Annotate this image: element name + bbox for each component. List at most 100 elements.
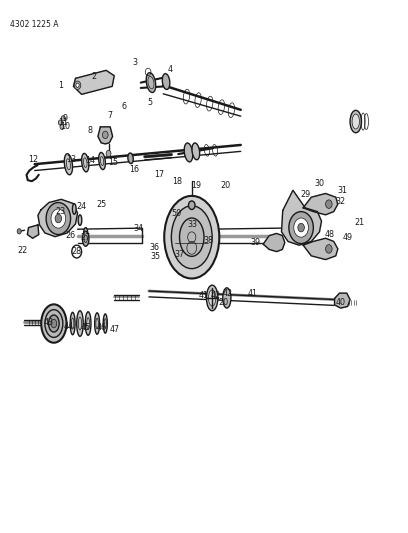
Text: 12: 12 <box>29 156 38 164</box>
Text: 36: 36 <box>149 244 159 252</box>
Ellipse shape <box>171 206 212 269</box>
Ellipse shape <box>208 290 216 306</box>
Ellipse shape <box>192 143 200 160</box>
Ellipse shape <box>77 311 83 336</box>
Text: 17: 17 <box>154 171 164 179</box>
Ellipse shape <box>85 312 91 335</box>
Text: 30: 30 <box>314 180 324 188</box>
Ellipse shape <box>184 143 193 162</box>
Circle shape <box>74 81 81 90</box>
Circle shape <box>17 229 21 234</box>
Circle shape <box>106 150 111 157</box>
Circle shape <box>58 120 62 125</box>
Text: 21: 21 <box>354 219 364 227</box>
Text: 20: 20 <box>219 298 228 307</box>
Text: 48: 48 <box>325 230 335 239</box>
Text: 25: 25 <box>96 200 106 208</box>
Polygon shape <box>73 70 114 94</box>
Text: 42: 42 <box>223 289 233 297</box>
Polygon shape <box>335 293 350 308</box>
Text: 2: 2 <box>91 72 96 80</box>
Circle shape <box>188 201 195 209</box>
Polygon shape <box>27 225 39 238</box>
Circle shape <box>289 212 313 244</box>
Circle shape <box>298 223 304 232</box>
Polygon shape <box>98 127 113 144</box>
Text: 20: 20 <box>221 181 231 190</box>
Text: 46: 46 <box>96 324 106 332</box>
Circle shape <box>102 131 108 139</box>
Ellipse shape <box>352 114 359 129</box>
Text: 32: 32 <box>336 197 346 206</box>
Text: 15: 15 <box>109 158 118 167</box>
Text: 26: 26 <box>65 231 75 240</box>
Text: 49: 49 <box>343 233 353 241</box>
Text: 8: 8 <box>87 126 92 135</box>
Text: 37: 37 <box>175 251 184 259</box>
Text: 3: 3 <box>132 59 137 67</box>
Ellipse shape <box>82 154 89 172</box>
Text: 16: 16 <box>130 165 140 174</box>
Circle shape <box>326 245 332 253</box>
Text: 18: 18 <box>172 177 182 185</box>
Ellipse shape <box>51 319 57 328</box>
Ellipse shape <box>70 312 75 335</box>
Polygon shape <box>303 193 338 215</box>
Ellipse shape <box>350 110 361 133</box>
Text: 42: 42 <box>211 292 220 300</box>
Ellipse shape <box>45 310 63 337</box>
Text: 24: 24 <box>77 202 86 211</box>
Text: 14: 14 <box>86 157 95 165</box>
Ellipse shape <box>73 204 76 214</box>
Ellipse shape <box>41 304 67 343</box>
Ellipse shape <box>164 196 220 279</box>
Ellipse shape <box>99 152 105 169</box>
Text: 9: 9 <box>63 114 68 123</box>
Ellipse shape <box>146 72 156 93</box>
Text: 27: 27 <box>80 233 91 241</box>
Circle shape <box>46 203 71 235</box>
Text: 50: 50 <box>171 209 181 217</box>
Text: 4: 4 <box>168 65 173 74</box>
Text: 35: 35 <box>151 253 161 261</box>
Ellipse shape <box>162 74 170 90</box>
Text: 41: 41 <box>199 292 209 300</box>
Circle shape <box>55 214 62 223</box>
Text: 47: 47 <box>109 325 119 334</box>
Text: 6: 6 <box>122 102 127 111</box>
Circle shape <box>76 83 79 87</box>
Text: 29: 29 <box>300 190 310 199</box>
Text: 43: 43 <box>43 318 53 327</box>
Text: 19: 19 <box>191 181 201 190</box>
Ellipse shape <box>95 313 100 334</box>
Polygon shape <box>282 190 322 245</box>
Text: 34: 34 <box>134 224 144 232</box>
Text: 33: 33 <box>188 221 197 229</box>
Text: 10: 10 <box>60 123 70 131</box>
Circle shape <box>326 200 332 208</box>
Text: 31: 31 <box>338 187 348 195</box>
Text: 40: 40 <box>336 298 346 307</box>
Text: 28: 28 <box>72 247 82 256</box>
Ellipse shape <box>206 285 218 311</box>
Text: 13: 13 <box>67 156 76 164</box>
Ellipse shape <box>223 288 231 308</box>
Text: 7: 7 <box>108 111 113 120</box>
Ellipse shape <box>49 315 59 332</box>
Text: 5: 5 <box>148 98 153 107</box>
Ellipse shape <box>103 314 107 333</box>
Circle shape <box>60 124 64 130</box>
Polygon shape <box>38 199 78 237</box>
Text: 38: 38 <box>203 237 213 245</box>
Text: 23: 23 <box>55 207 65 216</box>
Polygon shape <box>303 238 338 260</box>
Ellipse shape <box>84 228 88 239</box>
Text: 44: 44 <box>64 322 73 330</box>
Circle shape <box>51 209 66 228</box>
Text: 1: 1 <box>58 81 63 90</box>
Text: 41: 41 <box>248 289 258 297</box>
Ellipse shape <box>128 153 133 164</box>
Text: 45: 45 <box>81 324 91 332</box>
Text: 4302 1225 A: 4302 1225 A <box>10 20 59 29</box>
Polygon shape <box>263 233 285 252</box>
